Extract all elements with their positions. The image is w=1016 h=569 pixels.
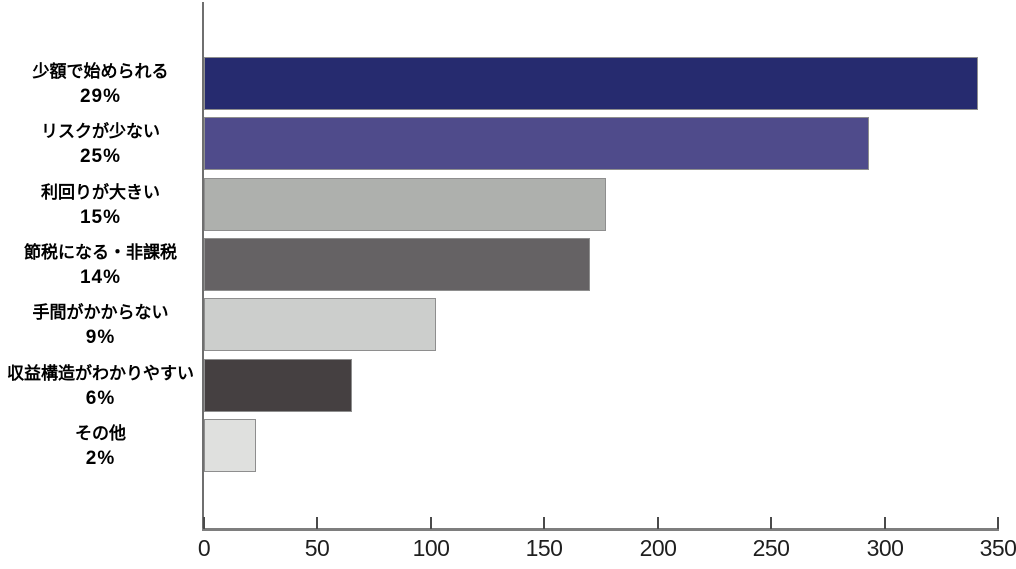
percent-label: 6%	[85, 387, 116, 409]
category-name: 利回りが大きい	[41, 182, 160, 202]
category-name: 収益構造がわかりやすい	[7, 363, 194, 383]
x-axis-tick	[884, 517, 886, 529]
category-name: 手間がかからない	[32, 302, 169, 322]
category-label: その他 2%	[0, 416, 201, 475]
percent-label: 29%	[79, 85, 122, 107]
category-label: リスクが少ない 25%	[0, 114, 201, 173]
x-axis-tick-label: 0	[197, 535, 211, 561]
x-axis-tick	[316, 517, 318, 529]
x-axis-tick-label: 50	[304, 535, 330, 561]
bar	[204, 359, 352, 412]
bar	[204, 57, 978, 110]
percent-label: 15%	[79, 206, 122, 228]
category-label: 収益構造がわかりやすい 6%	[0, 356, 201, 415]
x-axis-tick	[770, 517, 772, 529]
x-axis-line	[202, 528, 999, 531]
bar	[204, 178, 606, 231]
x-axis-tick-label: 200	[639, 535, 677, 561]
bar	[204, 117, 869, 170]
percent-label: 25%	[79, 145, 122, 167]
category-name: 節税になる・非課税	[24, 242, 177, 262]
x-axis-tick-label: 250	[752, 535, 790, 561]
x-axis-tick	[430, 517, 432, 529]
x-axis-tick	[997, 517, 999, 529]
x-axis-tick	[543, 517, 545, 529]
bar	[204, 298, 436, 351]
x-axis-tick	[657, 517, 659, 529]
category-name: その他	[75, 423, 126, 443]
percent-label: 14%	[79, 266, 122, 288]
bar	[204, 238, 590, 291]
x-axis-tick-label: 100	[412, 535, 450, 561]
category-label: 利回りが大きい 15%	[0, 175, 201, 234]
category-name: リスクが少ない	[41, 121, 160, 141]
category-name: 少額で始められる	[32, 61, 169, 81]
y-axis-line	[202, 2, 204, 530]
x-axis-tick-label: 300	[866, 535, 904, 561]
category-label: 少額で始められる 29%	[0, 54, 201, 113]
category-label: 節税になる・非課税 14%	[0, 235, 201, 294]
x-axis-tick-label: 350	[979, 535, 1016, 561]
x-axis-tick-label: 150	[525, 535, 563, 561]
percent-label: 2%	[85, 447, 116, 469]
category-label: 手間がかからない 9%	[0, 295, 201, 354]
bar	[204, 419, 256, 472]
x-axis-tick	[203, 517, 205, 529]
percent-label: 9%	[85, 326, 116, 348]
